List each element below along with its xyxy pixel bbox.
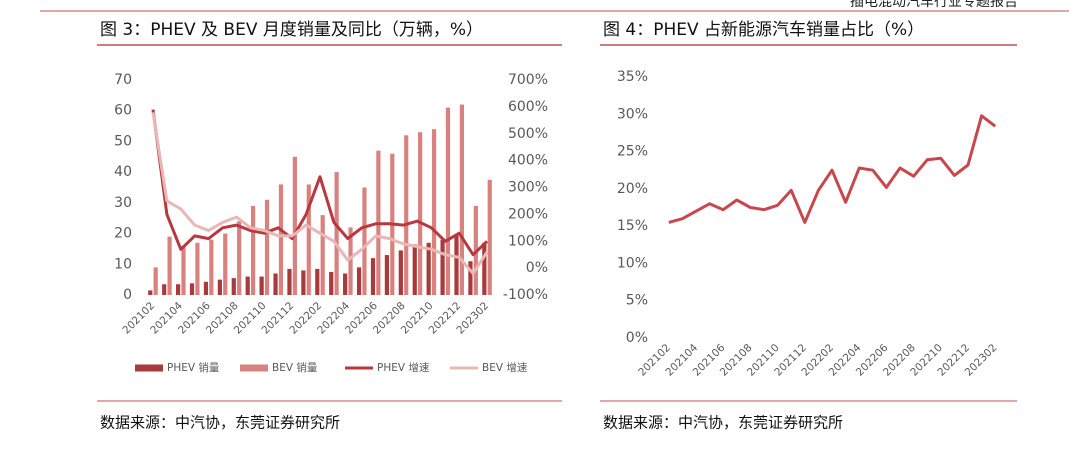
bar xyxy=(287,268,292,295)
bar xyxy=(468,261,473,295)
bar xyxy=(459,104,464,295)
bar xyxy=(264,199,270,295)
report-title: 插电混动汽车行业专题报告 xyxy=(850,0,1018,10)
bar xyxy=(189,283,195,295)
bar xyxy=(217,279,222,295)
legend-swatch xyxy=(135,364,163,372)
bar xyxy=(292,156,297,295)
y-tick-label: 700% xyxy=(508,72,548,88)
bar xyxy=(223,233,228,295)
chart-title: 图 3：PHEV 及 BEV 月度销量及同比（万辆，%） xyxy=(100,20,483,40)
bar xyxy=(329,271,334,295)
bar xyxy=(153,267,158,295)
bar xyxy=(259,276,264,295)
legend-label: PHEV 增速 xyxy=(377,361,430,374)
bar xyxy=(231,278,236,295)
y-tick-label: 600% xyxy=(508,99,548,115)
y-tick-label: 0 xyxy=(123,287,132,303)
legend-label: PHEV 销量 xyxy=(167,361,220,374)
bar xyxy=(426,242,431,295)
y-tick-label: 100% xyxy=(508,233,548,249)
bar xyxy=(245,276,250,295)
bar xyxy=(209,239,214,295)
y-tick-label: 5% xyxy=(626,293,648,309)
y-tick-label: 25% xyxy=(617,144,648,160)
y-tick-label: 200% xyxy=(508,206,548,222)
bar xyxy=(404,135,409,295)
y-tick-label: 10% xyxy=(617,255,648,271)
y-tick-label: 400% xyxy=(508,153,548,169)
bar xyxy=(237,221,242,295)
bar xyxy=(431,129,437,295)
chart-title: 图 4：PHEV 占新能源汽车销量占比（%） xyxy=(603,20,924,40)
line-series xyxy=(151,109,489,257)
bar xyxy=(398,250,403,295)
bar xyxy=(356,267,362,295)
y-tick-label: 15% xyxy=(617,218,648,234)
y-tick-label: 35% xyxy=(617,69,648,85)
bar xyxy=(412,244,417,295)
bar xyxy=(203,281,209,295)
source-note: 数据来源：中汽协，东莞证券研究所 xyxy=(100,414,340,432)
y-tick-label: 0% xyxy=(526,260,548,276)
bar xyxy=(454,235,459,295)
bar xyxy=(278,184,284,295)
y-tick-label: 30% xyxy=(617,106,648,122)
bar xyxy=(251,205,256,295)
line-series xyxy=(668,114,997,224)
y-tick-label: 20% xyxy=(617,181,648,197)
legend-label: BEV 增速 xyxy=(482,361,528,374)
y-tick-label: 10 xyxy=(114,256,132,272)
bar xyxy=(418,132,423,295)
bar xyxy=(176,284,181,295)
bar xyxy=(362,187,367,295)
bar xyxy=(348,227,353,295)
y-tick-label: 20 xyxy=(114,226,132,242)
bar xyxy=(440,239,445,295)
bar xyxy=(315,268,320,295)
bar xyxy=(343,273,348,295)
y-tick-label: 300% xyxy=(508,180,548,196)
y-tick-label: 0% xyxy=(626,330,648,346)
y-tick-label: 40 xyxy=(114,164,132,180)
line-series xyxy=(151,112,489,275)
y-tick-label: 70 xyxy=(114,72,132,88)
bar xyxy=(162,284,167,295)
y-tick-label: -100% xyxy=(503,287,548,303)
y-tick-label: 500% xyxy=(508,126,548,142)
bar xyxy=(148,290,153,295)
legend-swatch xyxy=(240,364,268,372)
y-tick-label: 30 xyxy=(114,195,132,211)
bar xyxy=(167,236,172,295)
bar xyxy=(306,184,311,295)
bar xyxy=(334,172,339,295)
bar xyxy=(445,107,451,296)
legend-label: BEV 销量 xyxy=(272,361,318,374)
bar xyxy=(320,215,325,295)
source-note: 数据来源：中汽协，东莞证券研究所 xyxy=(603,414,843,432)
bar xyxy=(273,273,278,295)
bar xyxy=(301,270,306,295)
bar xyxy=(195,242,200,295)
y-tick-label: 60 xyxy=(114,103,132,119)
bar xyxy=(181,245,186,295)
bar xyxy=(487,179,492,295)
y-tick-label: 50 xyxy=(114,133,132,149)
bar xyxy=(384,255,389,295)
bar xyxy=(482,242,487,295)
bar xyxy=(370,258,376,295)
